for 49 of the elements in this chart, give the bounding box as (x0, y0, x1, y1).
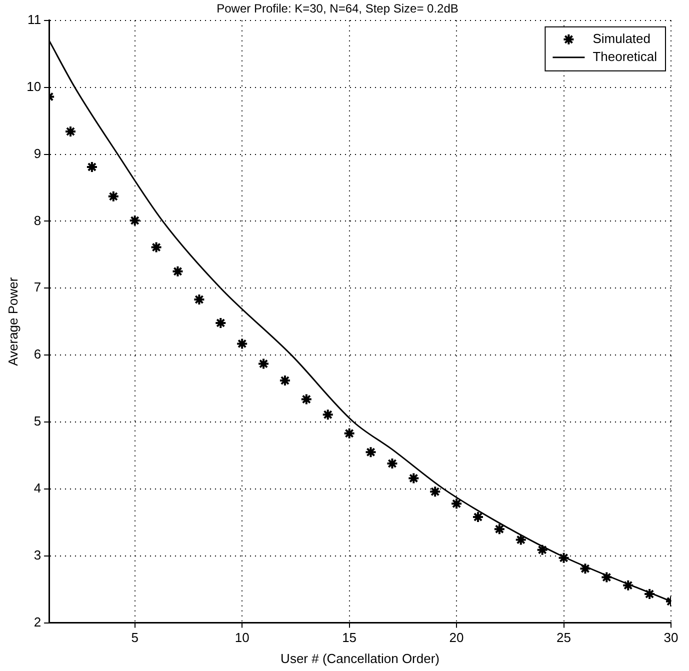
point (86, 160, 98, 173)
point (343, 427, 356, 440)
x-tick-label: 30 (664, 630, 678, 646)
y-tick-label: 11 (28, 12, 42, 27)
point (644, 588, 656, 600)
point (472, 511, 484, 524)
y-tick-label: 2 (34, 614, 42, 630)
point (600, 571, 613, 584)
point (536, 544, 548, 556)
point (214, 316, 227, 329)
point (258, 358, 270, 370)
point (364, 446, 377, 458)
y-axis-title: Average Power (5, 276, 20, 366)
point (193, 294, 206, 306)
y-tick-label: 3 (34, 547, 42, 562)
x-axis-title: User # (Cancellation Order) (280, 650, 440, 666)
y-tick-label: 4 (34, 480, 42, 496)
y-tick-label: 8 (34, 212, 42, 228)
chart-title: Power Profile: K=30, N=64, Step Size= 0.2dB (216, 2, 458, 16)
point (322, 408, 334, 421)
x-tick-label: 15 (342, 630, 357, 646)
point (579, 562, 592, 575)
y-tick-label: 6 (34, 346, 42, 362)
point (514, 534, 527, 546)
x-tick-label: 20 (449, 630, 464, 646)
point (408, 472, 420, 484)
x-tick-label: 5 (131, 630, 138, 646)
y-tick-label: 10 (26, 78, 42, 94)
point (107, 190, 120, 202)
point (493, 523, 506, 536)
point (300, 393, 312, 406)
point (128, 214, 141, 227)
point (558, 552, 570, 564)
point (429, 486, 442, 498)
point (64, 126, 77, 138)
point (278, 374, 291, 386)
y-tick-label: 5 (34, 414, 42, 429)
x-tick-label: 10 (234, 630, 250, 646)
legend-label: Simulated (592, 30, 651, 46)
point (386, 458, 398, 470)
point (150, 241, 162, 254)
point (236, 338, 248, 350)
legend-label: Theoretical (592, 48, 658, 64)
x-tick-label: 25 (556, 630, 572, 646)
point (172, 265, 184, 278)
y-tick-label: 9 (34, 146, 42, 161)
point (450, 498, 463, 510)
point (622, 579, 634, 592)
y-tick-label: 7 (34, 280, 42, 295)
